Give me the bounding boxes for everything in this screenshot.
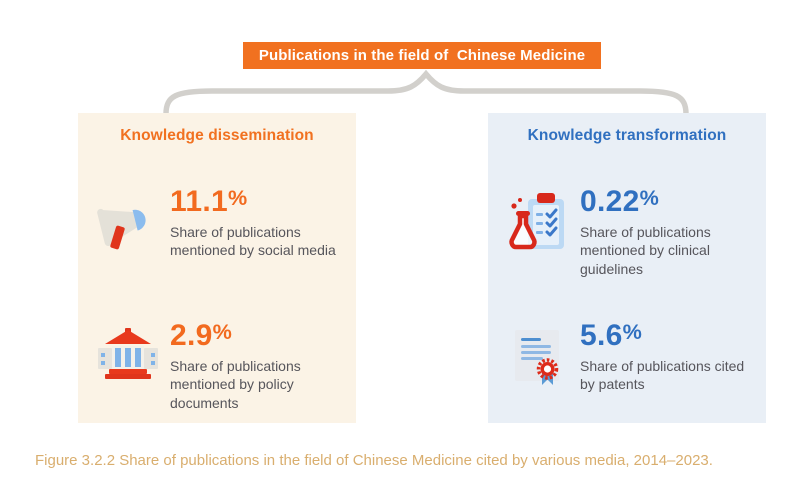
brace-connector-icon bbox=[163, 70, 689, 117]
stat-text: 5.6% Share of publications cited by pate… bbox=[580, 321, 744, 394]
percent-sign: % bbox=[639, 185, 660, 210]
megaphone-icon bbox=[97, 208, 146, 250]
panel-knowledge-dissemination: Knowledge dissemination 11.1% Share of p… bbox=[78, 113, 356, 423]
stat-text: 11.1% Share of publications mentioned by… bbox=[170, 187, 336, 260]
stat-desc-clinical-guidelines: Share of publications mentioned by clini… bbox=[580, 224, 711, 277]
panel-header-transformation: Knowledge transformation bbox=[527, 127, 727, 144]
percent-sign: % bbox=[212, 319, 233, 344]
panel-header-dissemination: Knowledge dissemination bbox=[120, 127, 314, 144]
percent-sign: % bbox=[622, 319, 643, 344]
stat-text: 0.22% Share of publications mentioned by… bbox=[580, 187, 711, 278]
stat-policy-documents: 2.9% Share of publications mentioned by … bbox=[96, 321, 356, 412]
stat-desc-social-media: Share of publications mentioned by socia… bbox=[170, 224, 336, 259]
figure-title-bar: Publications in the field of Chinese Med… bbox=[243, 42, 601, 69]
flask-checklist-icon bbox=[509, 193, 564, 250]
stat-text: 2.9% Share of publications mentioned by … bbox=[170, 321, 356, 412]
stat-patents: 5.6% Share of publications cited by pate… bbox=[506, 321, 744, 394]
panel-knowledge-transformation: Knowledge transformation 0.22% Share of bbox=[488, 113, 766, 423]
stat-value-social-media: 11.1% bbox=[170, 187, 336, 217]
figure-caption: Figure 3.2.2 Share of publications in th… bbox=[35, 452, 713, 469]
stat-desc-patents: Share of publications cited by patents bbox=[580, 358, 745, 393]
stat-number: 2.9 bbox=[170, 319, 213, 352]
stat-number: 0.22 bbox=[580, 185, 640, 218]
stat-clinical-guidelines: 0.22% Share of publications mentioned by… bbox=[506, 187, 711, 278]
stat-value-clinical-guidelines: 0.22% bbox=[580, 187, 711, 217]
stat-number: 5.6 bbox=[580, 319, 623, 352]
stat-value-patents: 5.6% bbox=[580, 321, 744, 351]
figure-title: Publications in the field of Chinese Med… bbox=[258, 47, 586, 64]
stat-number: 11.1 bbox=[170, 185, 228, 218]
stat-value-policy-documents: 2.9% bbox=[170, 321, 356, 351]
patent-certificate-icon bbox=[515, 330, 559, 385]
stat-social-media: 11.1% Share of publications mentioned by… bbox=[96, 187, 336, 260]
bank-icon bbox=[98, 328, 158, 379]
percent-sign: % bbox=[227, 185, 248, 210]
stat-desc-policy-documents: Share of publications mentioned by polic… bbox=[170, 358, 301, 411]
